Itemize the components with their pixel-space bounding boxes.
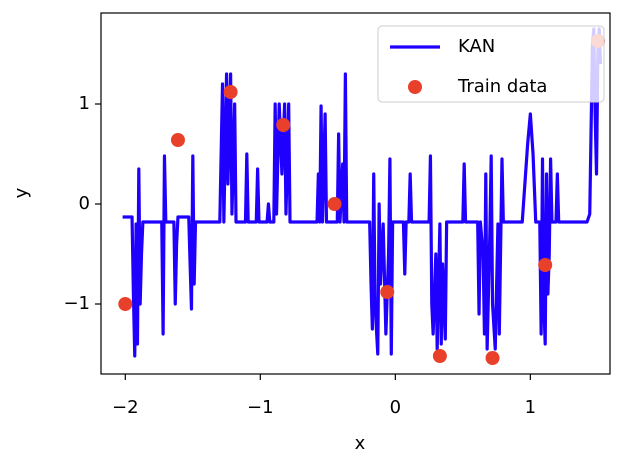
point — [118, 297, 133, 311]
point — [538, 258, 553, 272]
x-axis-label: x — [355, 433, 366, 454]
plot-frame — [100, 12, 611, 375]
point — [276, 118, 291, 132]
x-tick-label: −2 — [112, 397, 139, 418]
point — [327, 197, 342, 211]
point — [485, 351, 500, 365]
point — [223, 85, 238, 99]
legend-label: Train data — [457, 76, 547, 97]
line — [122, 27, 603, 358]
point — [432, 349, 447, 363]
x-tick-label: 0 — [390, 397, 401, 418]
y-tick-label: −1 — [63, 293, 90, 314]
point — [170, 133, 185, 147]
x-tick-label: 1 — [525, 397, 536, 418]
legend-point — [408, 80, 422, 94]
x-tick-label: −1 — [247, 397, 274, 418]
legend-box — [377, 25, 605, 103]
legend-label: KAN — [458, 36, 495, 57]
y-tick-label: 0 — [79, 193, 90, 214]
point — [380, 285, 395, 299]
y-tick-label: 1 — [79, 93, 90, 114]
y-axis-label: y — [11, 187, 32, 198]
